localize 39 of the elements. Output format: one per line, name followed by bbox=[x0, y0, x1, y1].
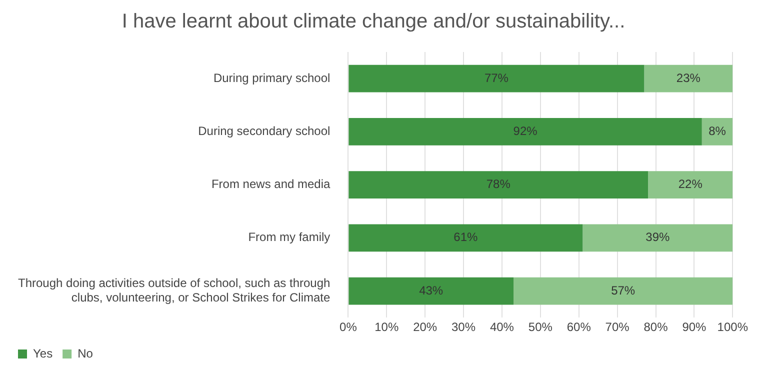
x-tick-label: 100% bbox=[717, 320, 748, 334]
bar bbox=[644, 64, 733, 92]
y-tick-label: Through doing activities outside of school, such as through clubs, volunteering, or School Strikes for Climate bbox=[18, 276, 331, 305]
bar bbox=[582, 224, 733, 252]
bar bbox=[348, 277, 514, 305]
data-label: 77% bbox=[484, 70, 509, 85]
data-label: 8% bbox=[708, 124, 726, 138]
x-tick-label: 30% bbox=[452, 320, 476, 334]
x-tick-label: 80% bbox=[644, 320, 668, 334]
data-label: 57% bbox=[611, 283, 636, 298]
data-label: 43% bbox=[419, 283, 444, 298]
x-tick-label: 90% bbox=[682, 320, 707, 334]
data-label: 92% bbox=[513, 124, 538, 138]
x-tick-label: 60% bbox=[566, 320, 592, 334]
x-tick-label: 70% bbox=[605, 320, 630, 334]
x-tick-label: 20% bbox=[413, 320, 438, 334]
bar bbox=[348, 118, 702, 146]
bar bbox=[702, 118, 733, 146]
bar bbox=[514, 277, 733, 305]
bar bbox=[648, 171, 733, 199]
y-tick-label: During secondary school bbox=[198, 124, 330, 138]
x-tick-label: 40% bbox=[490, 320, 514, 334]
data-label: 39% bbox=[646, 230, 670, 244]
data-label: 22% bbox=[678, 177, 703, 192]
data-label: 78% bbox=[486, 177, 511, 192]
y-tick-label: From my family bbox=[248, 230, 330, 244]
data-label: 61% bbox=[454, 230, 478, 244]
x-tick-label: 0% bbox=[340, 320, 358, 334]
x-tick-label: 10% bbox=[374, 320, 399, 334]
bar bbox=[348, 64, 644, 92]
bar bbox=[348, 224, 583, 252]
x-tick-label: 50% bbox=[528, 320, 553, 334]
data-label: 23% bbox=[676, 70, 701, 85]
y-tick-label: From news and media bbox=[211, 177, 331, 192]
bar bbox=[348, 171, 648, 199]
legend-label: No bbox=[78, 346, 94, 360]
chart-title: I have learnt about climate change and/or sustainability... bbox=[122, 10, 626, 33]
legend-label: Yes bbox=[33, 346, 53, 360]
y-tick-label: During primary school bbox=[213, 70, 330, 85]
